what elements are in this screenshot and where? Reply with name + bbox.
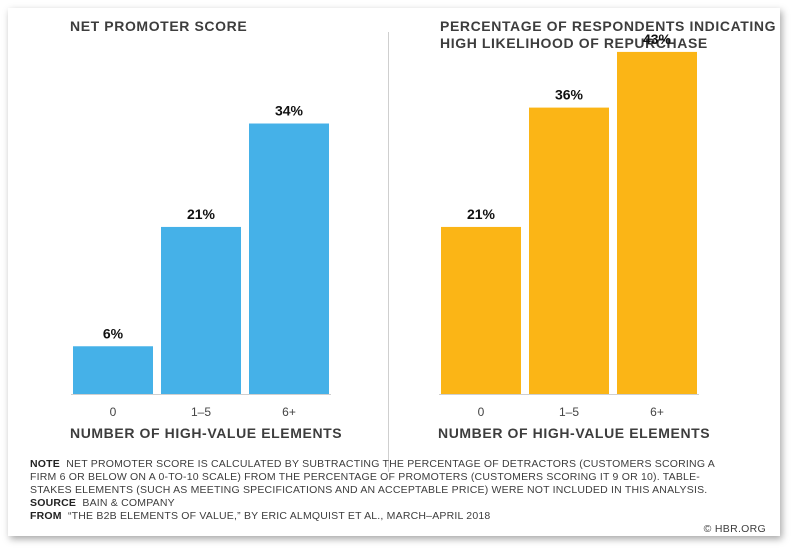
note-text: NET PROMOTER SCORE IS CALCULATED BY SUBT…	[30, 458, 715, 496]
panel-divider	[388, 32, 389, 472]
source-label: SOURCE	[30, 497, 77, 509]
bar-6+	[249, 123, 329, 394]
bar-0	[441, 226, 521, 394]
x-tick-label: 6+	[650, 405, 664, 419]
bar-value-label: 21%	[467, 206, 496, 222]
x-tick-label: 0	[478, 405, 485, 419]
x-tick-label: 1–5	[191, 405, 211, 419]
from-label: FROM	[30, 510, 62, 522]
bar-1–5	[529, 107, 609, 394]
note-label: NOTE	[30, 458, 60, 470]
bar-value-label: 36%	[555, 87, 584, 103]
net-promoter-score-chart: 6% 0 21% 1–5 34% 6+ NUMBER OF HIGH-VALUE ELEME…	[70, 103, 342, 441]
bar-value-label: 34%	[275, 103, 304, 119]
repurchase-chart: 21% 0 36% 1–5 43% 6+ NUMBER OF HIGH-VALUE ELEM…	[438, 31, 710, 441]
x-axis-title: NUMBER OF HIGH-VALUE ELEMENTS	[438, 425, 710, 441]
source-text: BAIN & COMPANY	[82, 497, 175, 509]
source-line: SOURCE BAIN & COMPANY	[30, 497, 730, 510]
chart-title-net-promoter-score: NET PROMOTER SCORE	[70, 18, 248, 34]
chart-frame: NET PROMOTER SCORE PERCENTAGE OF RESPOND…	[8, 8, 780, 536]
x-tick-label: 0	[110, 405, 117, 419]
chart-title-repurchase: PERCENTAGE OF RESPONDENTS INDICATING HIG…	[440, 18, 777, 51]
hbr-credit: © HBR.ORG	[703, 523, 766, 535]
bar-value-label: 21%	[187, 206, 216, 222]
x-axis-title: NUMBER OF HIGH-VALUE ELEMENTS	[70, 425, 342, 441]
bar-1–5	[161, 226, 241, 394]
from-text: “THE B2B ELEMENTS OF VALUE,” BY ERIC ALM…	[67, 510, 491, 522]
bar-value-label: 43%	[643, 31, 672, 47]
x-tick-label: 1–5	[559, 405, 579, 419]
from-line: FROM “THE B2B ELEMENTS OF VALUE,” BY ERI…	[30, 510, 730, 523]
note-line: NOTE NET PROMOTER SCORE IS CALCULATED BY…	[30, 458, 730, 497]
bar-value-label: 6%	[103, 325, 124, 341]
bar-6+	[617, 51, 697, 395]
footnotes: NOTE NET PROMOTER SCORE IS CALCULATED BY…	[30, 458, 730, 523]
x-tick-label: 6+	[282, 405, 296, 419]
bar-0	[73, 346, 153, 394]
